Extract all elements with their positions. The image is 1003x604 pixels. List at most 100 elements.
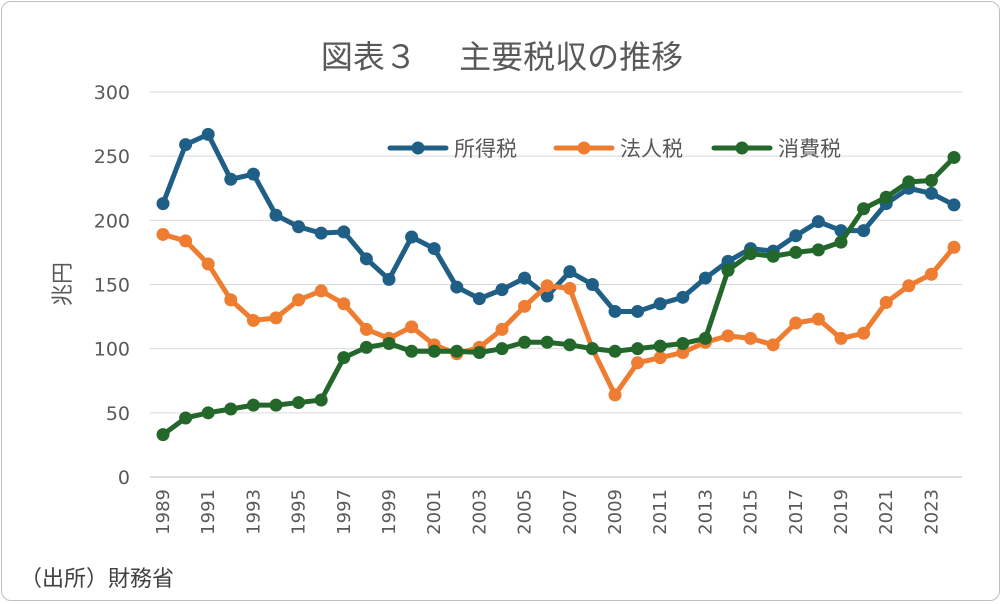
data-point [450, 280, 464, 294]
data-point [382, 337, 396, 351]
data-point [721, 329, 735, 343]
data-point [585, 342, 599, 356]
data-point [224, 172, 238, 186]
data-point [789, 245, 803, 259]
data-point [495, 342, 509, 356]
legend-marker [411, 141, 425, 155]
data-point [766, 249, 780, 263]
x-tick-label: 2003 [469, 489, 490, 535]
x-tick-label: 2023 [921, 489, 942, 535]
legend-item-1: 所得税 [387, 137, 517, 161]
x-tick-label: 2001 [424, 489, 445, 535]
legend-label: 所得税 [454, 137, 517, 161]
legend: 所得税 法人税 消費税 [387, 137, 841, 161]
series-3 [156, 150, 961, 442]
data-point [359, 322, 373, 336]
data-point [156, 227, 170, 241]
legend-item-3: 消費税 [711, 137, 841, 161]
legend-label: 法人税 [620, 137, 683, 161]
data-point [563, 338, 577, 352]
data-point [540, 279, 554, 293]
data-point [518, 299, 532, 313]
data-point [179, 138, 193, 152]
series-2 [156, 227, 961, 402]
data-point [156, 428, 170, 442]
data-point [766, 338, 780, 352]
data-point [518, 271, 532, 285]
data-point [857, 224, 871, 238]
data-point [631, 304, 645, 318]
x-tick-label: 2019 [831, 489, 852, 535]
y-tick-label: 300 [94, 82, 130, 104]
data-point [879, 295, 893, 309]
data-point [269, 398, 283, 412]
chart-title: 図表３ 主要税収の推移 [321, 38, 683, 76]
data-point [201, 406, 215, 420]
data-point [789, 229, 803, 243]
data-point [224, 402, 238, 416]
data-point [563, 281, 577, 295]
data-point [314, 226, 328, 240]
data-point [676, 346, 690, 360]
data-point [676, 290, 690, 304]
data-point [405, 230, 419, 244]
y-tick-label: 200 [94, 210, 130, 232]
y-axis-label: 兆円 [51, 262, 76, 306]
data-point [608, 388, 622, 402]
y-tick-label: 50 [106, 403, 130, 425]
data-point [608, 304, 622, 318]
data-point [811, 312, 825, 326]
data-point [676, 337, 690, 351]
x-tick-label: 2017 [786, 489, 807, 535]
data-point [337, 225, 351, 239]
data-point [924, 267, 938, 281]
data-point [879, 190, 893, 204]
data-point [246, 398, 260, 412]
series-line [160, 154, 957, 438]
data-point [924, 174, 938, 188]
legend-item-2: 法人税 [553, 137, 683, 161]
data-point [337, 351, 351, 365]
legend-marker [577, 141, 591, 155]
data-point [540, 289, 554, 303]
data-point [834, 331, 848, 345]
x-tick-label: 2007 [560, 489, 581, 535]
y-axis: 0 50 100 150 200 250 300 [94, 82, 130, 489]
y-tick-label: 250 [94, 146, 130, 168]
data-point [405, 320, 419, 334]
data-point [156, 197, 170, 211]
data-point [518, 335, 532, 349]
data-point [405, 344, 419, 358]
data-point [269, 311, 283, 325]
data-point [698, 271, 712, 285]
legend-marker [735, 141, 749, 155]
data-point [292, 396, 306, 410]
data-point [224, 293, 238, 307]
data-point [179, 411, 193, 425]
data-point [246, 313, 260, 327]
data-point [359, 340, 373, 354]
data-point [721, 254, 735, 268]
x-tick-label: 2021 [876, 489, 897, 535]
data-point [269, 208, 283, 222]
data-point [314, 393, 328, 407]
data-point [292, 293, 306, 307]
y-tick-label: 150 [94, 275, 130, 297]
data-point [902, 175, 916, 189]
data-point [653, 351, 667, 365]
x-tick-label: 2013 [695, 489, 716, 535]
data-point [359, 252, 373, 266]
data-point [653, 297, 667, 311]
data-point [472, 292, 486, 306]
x-tick-label: 1991 [198, 489, 219, 535]
data-point [585, 278, 599, 291]
data-point [834, 235, 848, 249]
data-point [653, 339, 667, 353]
x-tick-label: 2015 [741, 489, 762, 535]
x-tick-label: 2011 [650, 489, 671, 535]
x-tick-label: 2005 [515, 489, 536, 535]
x-tick-label: 1989 [153, 489, 174, 535]
y-tick-label: 0 [118, 467, 130, 489]
data-point [382, 272, 396, 286]
